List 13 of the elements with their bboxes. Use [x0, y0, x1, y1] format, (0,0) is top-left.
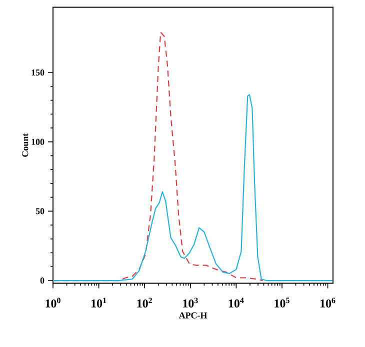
- y-tick-label: 150: [32, 69, 44, 76]
- x-tick-label: 10$^{0}$: [46, 298, 60, 308]
- y-tick-label: 0: [40, 277, 44, 284]
- x-axis-title: APC-H: [178, 312, 208, 318]
- x-tick-label: 10$^{1}$: [92, 298, 106, 308]
- x-tick-label: 10$^{4}$: [228, 298, 244, 308]
- y-tick-label: 50: [36, 208, 44, 214]
- x-tick-label: 10$^{6}$: [320, 298, 336, 308]
- x-tick-label: 10$^{2}$: [137, 298, 152, 308]
- x-tick-label: 10$^{5}$: [274, 298, 290, 308]
- y-axis-title: Count: [22, 133, 28, 157]
- x-tick-label: 10$^{3}$: [183, 298, 198, 308]
- y-tick-label: 100: [32, 138, 44, 145]
